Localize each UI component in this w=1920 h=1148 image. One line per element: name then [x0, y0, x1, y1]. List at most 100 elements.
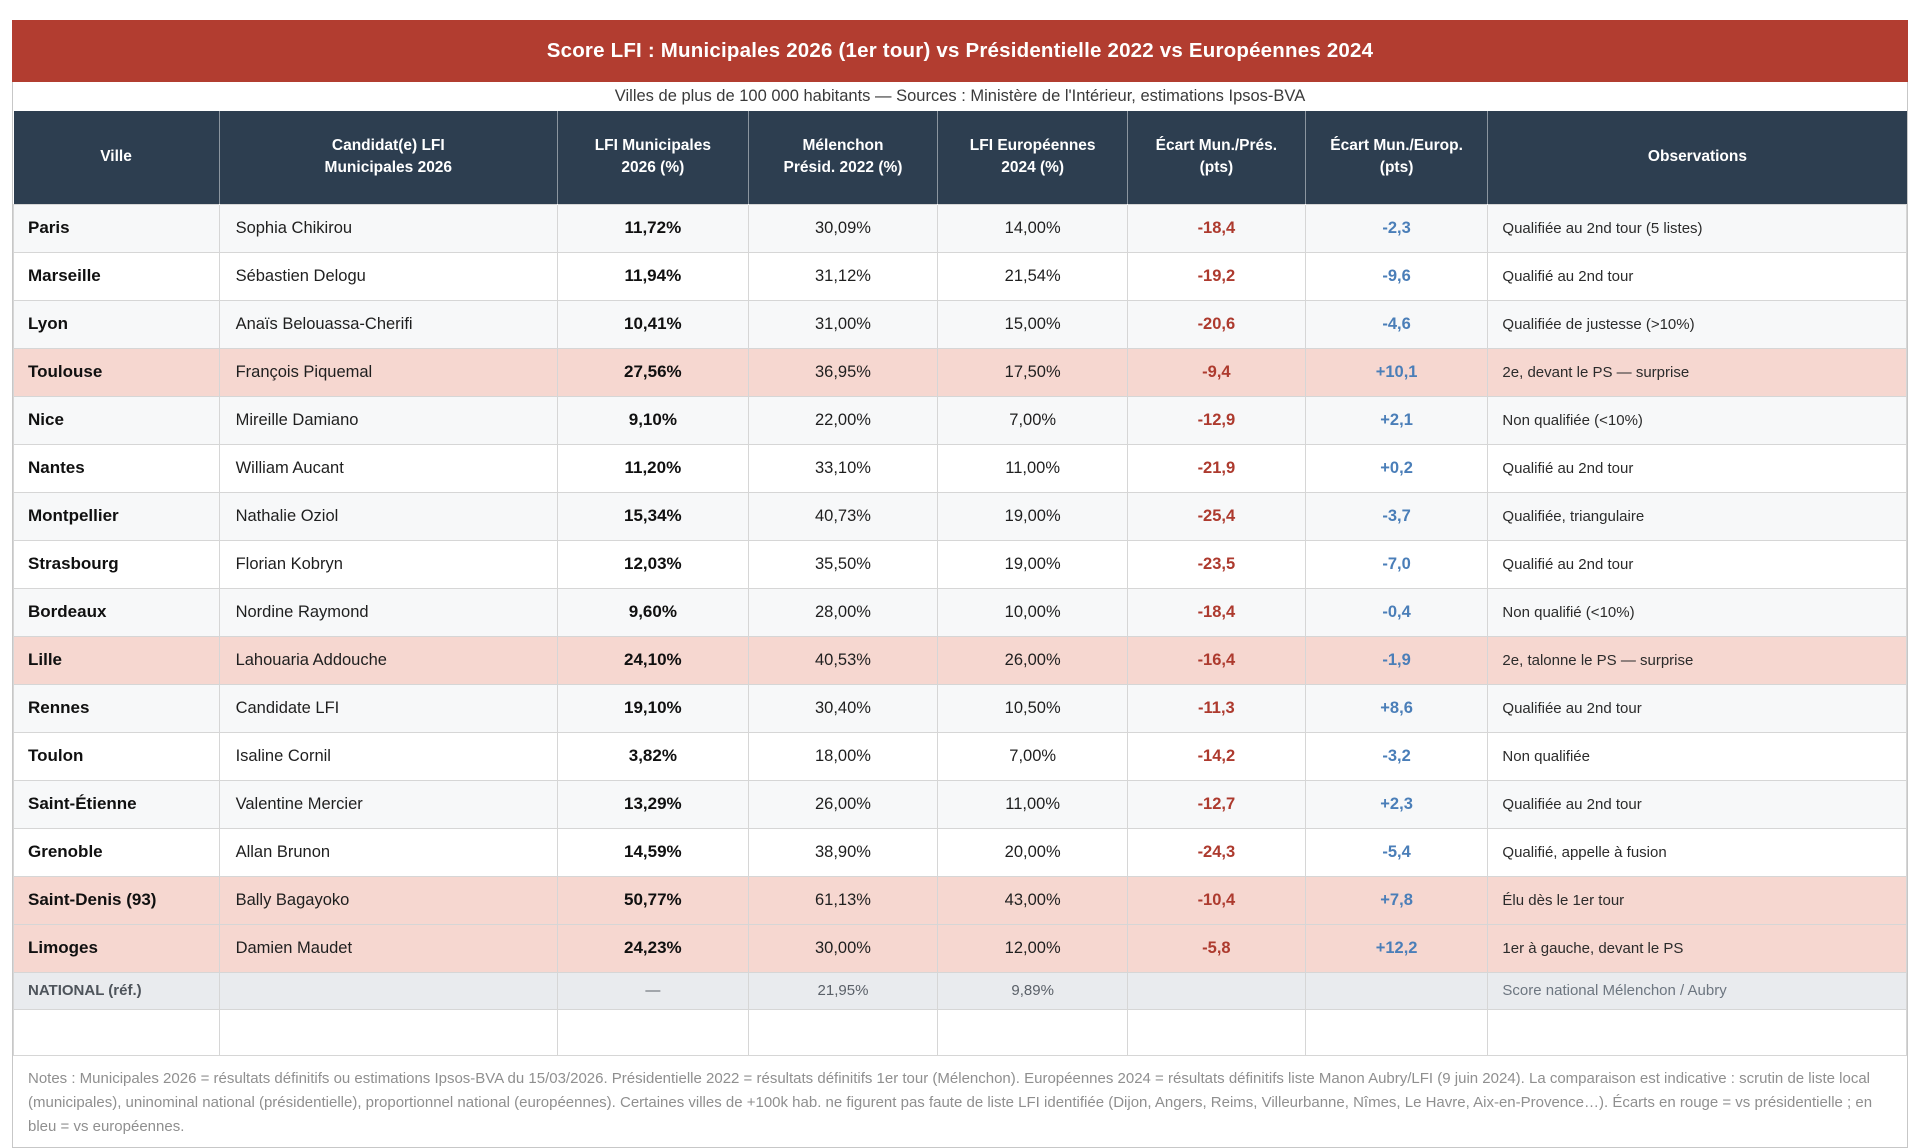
- cell-ecart_pres: -23,5: [1127, 539, 1306, 589]
- cell-pres: 21,95%: [747, 971, 939, 1010]
- empty-cell: [1487, 1008, 1907, 1056]
- cell-eur: 9,89%: [937, 971, 1128, 1010]
- cell-eur: 19,00%: [937, 539, 1128, 589]
- cell-ecart_eur: -0,4: [1304, 587, 1489, 637]
- cell-pres: 28,00%: [747, 587, 939, 637]
- table-row: Saint-Étienne Valentine Mercier 13,29% 26,0…: [13, 779, 1907, 829]
- cell-eur: 12,00%: [937, 923, 1128, 973]
- cell-ville: NATIONAL (réf.): [13, 971, 220, 1010]
- cell-ecart_pres: -12,7: [1127, 779, 1306, 829]
- cell-ecart_pres: -10,4: [1127, 875, 1306, 925]
- cell-ville: Lyon: [13, 299, 220, 349]
- cell-mun: 11,94%: [557, 251, 749, 301]
- table-row: Paris Sophia Chikirou 11,72% 30,09% 14,00% -1…: [13, 203, 1907, 253]
- cell-ecart_pres: -18,4: [1127, 587, 1306, 637]
- cell-ville: Nantes: [13, 443, 220, 493]
- table-row: Saint-Denis (93) Bally Bagayoko 50,77% 61,1…: [13, 875, 1907, 925]
- cell-pres: 36,95%: [747, 347, 939, 397]
- cell-eur: 43,00%: [937, 875, 1128, 925]
- cell-obs: Qualifiée au 2nd tour (5 listes): [1487, 203, 1907, 253]
- cell-obs: Qualifié au 2nd tour: [1487, 251, 1907, 301]
- national-reference-row: NATIONAL (réf.) —21,95% 9,89% Score nationa…: [13, 971, 1907, 1010]
- cell-ville: Paris: [13, 203, 220, 253]
- cell-pres: 18,00%: [747, 731, 939, 781]
- cell-pres: 40,53%: [747, 635, 939, 685]
- cell-obs: Qualifiée au 2nd tour: [1487, 779, 1907, 829]
- table-row: Toulouse François Piquemal 27,56% 36,95% 17,…: [13, 347, 1907, 397]
- cell-ville: Toulouse: [13, 347, 220, 397]
- cell-eur: 15,00%: [937, 299, 1128, 349]
- cell-eur: 11,00%: [937, 443, 1128, 493]
- cell-candidat: Damien Maudet: [218, 923, 559, 973]
- table-row: Lille Lahouaria Addouche 24,10% 40,53% 26,00…: [13, 635, 1907, 685]
- cell-obs: Qualifiée au 2nd tour: [1487, 683, 1907, 733]
- cell-obs: Score national Mélenchon / Aubry: [1487, 971, 1907, 1010]
- cell-candidat: [218, 971, 559, 1010]
- col-header-obs: Observations: [1487, 111, 1907, 204]
- cell-mun: 24,23%: [557, 923, 749, 973]
- cell-ecart_eur: +0,2: [1304, 443, 1489, 493]
- cell-mun: 13,29%: [557, 779, 749, 829]
- cell-eur: 17,50%: [937, 347, 1128, 397]
- cell-ecart_pres: -14,2: [1127, 731, 1306, 781]
- page-title: Score LFI : Municipales 2026 (1er tour) …: [546, 39, 1374, 62]
- cell-ecart_pres: -5,8: [1127, 923, 1306, 973]
- col-header-eur: LFI Européennes 2024 (%): [937, 111, 1128, 204]
- cell-eur: 7,00%: [937, 731, 1128, 781]
- cell-ecart_pres: -21,9: [1127, 443, 1306, 493]
- results-table: Ville Candidat(e) LFI Municipales 2026 LFI…: [13, 111, 1907, 1056]
- cell-pres: 40,73%: [747, 491, 939, 541]
- cell-pres: 22,00%: [747, 395, 939, 445]
- cell-eur: 10,00%: [937, 587, 1128, 637]
- cell-obs: Non qualifié (<10%): [1487, 587, 1907, 637]
- cell-mun: 50,77%: [557, 875, 749, 925]
- cell-obs: Qualifié, appelle à fusion: [1487, 827, 1907, 877]
- col-header-ecart_pres: Écart Mun./Prés. (pts): [1127, 111, 1306, 204]
- cell-eur: 20,00%: [937, 827, 1128, 877]
- cell-ecart_pres: -19,2: [1127, 251, 1306, 301]
- cell-ecart_eur: [1304, 971, 1489, 1010]
- table-row: Grenoble Allan Brunon 14,59% 38,90% 20,00% -2…: [13, 827, 1907, 877]
- cell-obs: Qualifiée de justesse (>10%): [1487, 299, 1907, 349]
- cell-ecart_pres: -25,4: [1127, 491, 1306, 541]
- cell-mun: 24,10%: [557, 635, 749, 685]
- col-header-candidat: Candidat(e) LFI Municipales 2026: [218, 111, 558, 204]
- table-row: Marseille Sébastien Delogu 11,94% 31,12% 21,…: [13, 251, 1907, 301]
- cell-mun: 27,56%: [557, 347, 749, 397]
- table-row: Strasbourg Florian Kobryn 12,03% 35,50% 19,0…: [13, 539, 1907, 589]
- table-row: Nantes William Aucant 11,20% 33,10% 11,00% -2…: [13, 443, 1907, 493]
- cell-candidat: William Aucant: [218, 443, 559, 493]
- cell-pres: 61,13%: [747, 875, 939, 925]
- cell-obs: Non qualifiée: [1487, 731, 1907, 781]
- cell-obs: Qualifié au 2nd tour: [1487, 539, 1907, 589]
- report-subtitle: Villes de plus de 100 000 habitants — So…: [13, 82, 1907, 111]
- cell-ville: Saint-Étienne: [13, 779, 220, 829]
- cell-obs: Non qualifiée (<10%): [1487, 395, 1907, 445]
- cell-candidat: François Piquemal: [218, 347, 559, 397]
- cell-obs: Qualifié au 2nd tour: [1487, 443, 1907, 493]
- cell-ecart_pres: -16,4: [1127, 635, 1306, 685]
- cell-ville: Montpellier: [13, 491, 220, 541]
- cell-candidat: Nordine Raymond: [218, 587, 559, 637]
- cell-obs: 2e, devant le PS — surprise: [1487, 347, 1907, 397]
- table-row: Rennes Candidate LFI 19,10% 30,40% 10,50% -11…: [13, 683, 1907, 733]
- cell-ville: Limoges: [13, 923, 220, 973]
- col-header-ecart_eur: Écart Mun./Europ. (pts): [1304, 111, 1488, 204]
- empty-row: [13, 1008, 1907, 1056]
- empty-cell: [13, 1008, 220, 1056]
- cell-candidat: Bally Bagayoko: [218, 875, 559, 925]
- cell-eur: 7,00%: [937, 395, 1128, 445]
- cell-obs: 2e, talonne le PS — surprise: [1487, 635, 1907, 685]
- empty-cell: [1304, 1008, 1489, 1056]
- cell-mun: 12,03%: [557, 539, 749, 589]
- col-header-mun: LFI Municipales 2026 (%): [557, 111, 749, 204]
- empty-cell: [218, 1008, 559, 1056]
- cell-ecart_pres: -24,3: [1127, 827, 1306, 877]
- cell-candidat: Mireille Damiano: [218, 395, 559, 445]
- cell-mun: 14,59%: [557, 827, 749, 877]
- cell-ecart_pres: -20,6: [1127, 299, 1306, 349]
- cell-ecart_eur: +8,6: [1304, 683, 1489, 733]
- cell-ecart_eur: -5,4: [1304, 827, 1489, 877]
- cell-ecart_pres: -11,3: [1127, 683, 1306, 733]
